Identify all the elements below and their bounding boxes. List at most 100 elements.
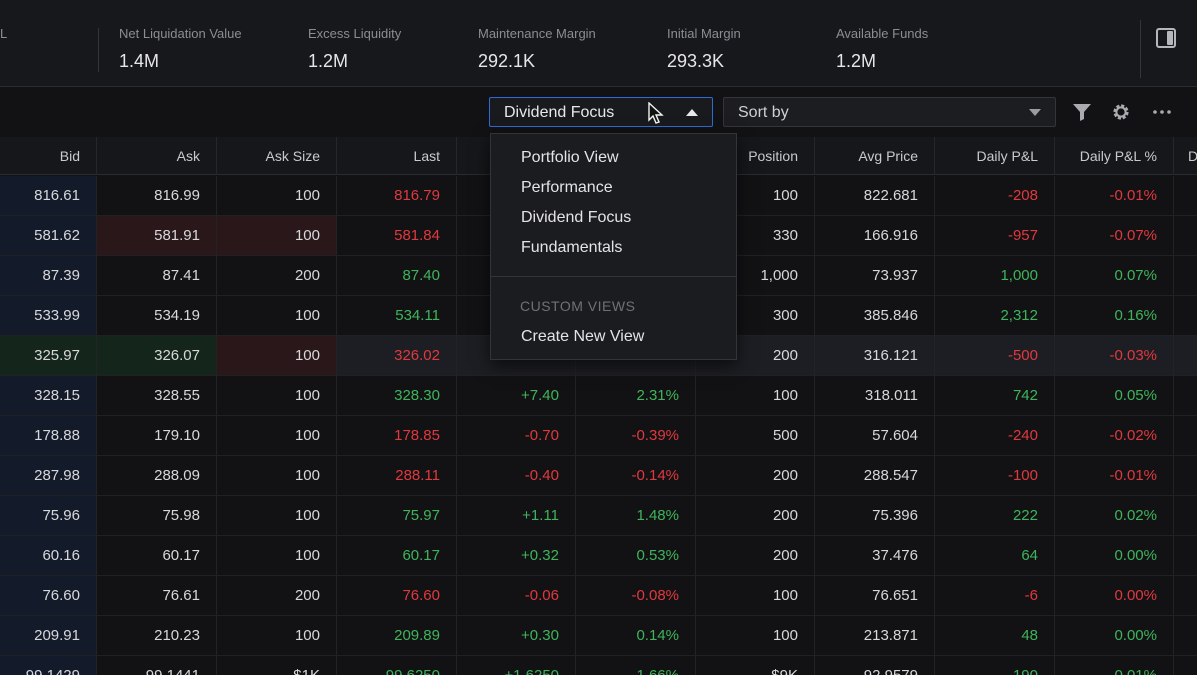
- caret-up-icon: [686, 109, 698, 116]
- avg-price-cell: 318.011: [815, 376, 935, 415]
- menu-item-portfolio-view[interactable]: Portfolio View: [521, 149, 619, 166]
- change-percent-cell: -0.08%: [576, 576, 696, 615]
- metric-label: Net Liquidation Value: [119, 26, 242, 41]
- position-cell: 100: [696, 376, 815, 415]
- position-cell: 200: [696, 536, 815, 575]
- column-header-truncated[interactable]: D: [1188, 148, 1197, 164]
- daily-pnl-cell: -100: [935, 456, 1055, 495]
- bid-cell: 75.96: [0, 496, 97, 535]
- column-header-ask[interactable]: Ask: [97, 137, 217, 175]
- ask-size-cell: 100: [217, 376, 337, 415]
- daily-pnl-percent-cell: -0.07%: [1055, 216, 1174, 255]
- change-cell: +0.30: [457, 616, 576, 655]
- daily-pnl-cell: -208: [935, 176, 1055, 215]
- column-header-position[interactable]: Position: [696, 137, 815, 175]
- column-header-bid[interactable]: Bid: [0, 137, 97, 175]
- daily-pnl-cell: 190: [935, 656, 1055, 675]
- metric-label: Excess Liquidity: [308, 26, 402, 41]
- metric-value: 292.1K: [478, 51, 536, 71]
- table-row[interactable]: 816.61 816.99 100 816.79 100 822.681 -208 -0.01…: [0, 176, 1197, 216]
- column-header-last[interactable]: Last: [337, 137, 457, 175]
- change-percent-cell: -0.39%: [576, 416, 696, 455]
- column-header-avg-price[interactable]: Avg Price: [815, 137, 935, 175]
- ask-cell: 76.61: [97, 576, 217, 615]
- position-cell: $9K: [696, 656, 815, 675]
- summary-divider: [1140, 20, 1141, 78]
- daily-pnl-percent-cell: 0.05%: [1055, 376, 1174, 415]
- daily-pnl-percent-cell: 0.00%: [1055, 616, 1174, 655]
- last-cell: 581.84: [337, 216, 457, 255]
- daily-pnl-cell: 2,312: [935, 296, 1055, 335]
- panel-toggle-icon[interactable]: [1156, 28, 1176, 48]
- toolbar: Dividend Focus Sort by: [0, 88, 1197, 136]
- ask-size-cell: 100: [217, 536, 337, 575]
- ask-cell: 210.23: [97, 616, 217, 655]
- daily-pnl-cell: 64: [935, 536, 1055, 575]
- filter-icon[interactable]: [1072, 102, 1092, 122]
- table-row[interactable]: 60.16 60.17 100 60.17 +0.32 0.53% 200 37.476 64 0…: [0, 536, 1197, 576]
- column-header-daily-pnl-percent[interactable]: Daily P&L %: [1055, 137, 1174, 175]
- table-row[interactable]: 76.60 76.61 200 76.60 -0.06 -0.08% 100 76.651 -6…: [0, 576, 1197, 616]
- ask-size-cell: $1K: [217, 656, 337, 675]
- change-percent-cell: 2.31%: [576, 376, 696, 415]
- table-row[interactable]: 75.96 75.98 100 75.97 +1.11 1.48% 200 75.396 222…: [0, 496, 1197, 536]
- bid-cell: 533.99: [0, 296, 97, 335]
- ask-cell: 581.91: [97, 216, 217, 255]
- ask-cell: 75.98: [97, 496, 217, 535]
- table-row[interactable]: 209.91 210.23 100 209.89 +0.30 0.14% 100 213.87…: [0, 616, 1197, 656]
- column-header-daily-pnl[interactable]: Daily P&L: [935, 137, 1055, 175]
- table-row[interactable]: 99.142999.1441$1K99.6250+1.62501.66%$9K9…: [0, 656, 1197, 675]
- ask-cell: 87.41: [97, 256, 217, 295]
- menu-item-create-new-view[interactable]: Create New View: [521, 328, 645, 345]
- change-percent-cell: 0.14%: [576, 616, 696, 655]
- menu-item-performance[interactable]: Performance: [521, 179, 613, 196]
- last-cell: 326.02: [337, 336, 457, 375]
- table-row[interactable]: 178.88 179.10 100 178.85 -0.70 -0.39% 500 57.60…: [0, 416, 1197, 456]
- view-select[interactable]: Dividend Focus: [489, 97, 713, 127]
- ask-size-cell: 100: [217, 456, 337, 495]
- ask-size-cell: 100: [217, 216, 337, 255]
- position-cell: 100: [696, 616, 815, 655]
- ask-size-cell: 100: [217, 416, 337, 455]
- last-cell: 816.79: [337, 176, 457, 215]
- metric-excess-liquidity: Excess Liquidity 1.2M: [308, 26, 401, 72]
- change-cell: +1.11: [457, 496, 576, 535]
- more-icon[interactable]: [1152, 102, 1172, 122]
- ask-size-cell: 100: [217, 616, 337, 655]
- daily-pnl-cell: 1,000: [935, 256, 1055, 295]
- table-row[interactable]: 287.98 288.09 100 288.11 -0.40 -0.14% 200 288.5…: [0, 456, 1197, 496]
- metric-value: 293.3K: [667, 51, 725, 71]
- last-cell: 178.85: [337, 416, 457, 455]
- position-cell: 100: [696, 176, 815, 215]
- daily-pnl-percent-cell: 0.16%: [1055, 296, 1174, 335]
- metric-value: 1.4M: [119, 51, 160, 71]
- bid-cell: 816.61: [0, 176, 97, 215]
- sort-by-select[interactable]: Sort by: [723, 97, 1056, 127]
- menu-item-dividend-focus[interactable]: Dividend Focus: [521, 209, 632, 226]
- last-cell: 99.6250: [337, 656, 457, 675]
- daily-pnl-cell: -957: [935, 216, 1055, 255]
- gear-icon[interactable]: [1111, 102, 1131, 122]
- change-percent-cell: 1.66%: [576, 656, 696, 675]
- position-cell: 200: [696, 496, 815, 535]
- bid-cell: 76.60: [0, 576, 97, 615]
- column-header-ask-size[interactable]: Ask Size: [217, 137, 337, 175]
- change-cell: +7.40: [457, 376, 576, 415]
- avg-price-cell: 385.846: [815, 296, 935, 335]
- ask-size-cell: 100: [217, 176, 337, 215]
- bid-cell: 87.39: [0, 256, 97, 295]
- bid-cell: 60.16: [0, 536, 97, 575]
- daily-pnl-cell: 222: [935, 496, 1055, 535]
- menu-item-fundamentals[interactable]: Fundamentals: [521, 239, 623, 256]
- bid-cell: 99.1429: [0, 656, 97, 675]
- table-row[interactable]: 328.15 328.55 100 328.30 +7.40 2.31% 100 318.01…: [0, 376, 1197, 416]
- daily-pnl-cell: -6: [935, 576, 1055, 615]
- bid-cell: 581.62: [0, 216, 97, 255]
- position-cell: 100: [696, 576, 815, 615]
- avg-price-cell: 166.916: [815, 216, 935, 255]
- position-cell: 500: [696, 416, 815, 455]
- daily-pnl-percent-cell: 0.01%: [1055, 656, 1174, 675]
- daily-pnl-cell: 742: [935, 376, 1055, 415]
- ask-cell: 328.55: [97, 376, 217, 415]
- ask-size-cell: 100: [217, 336, 337, 375]
